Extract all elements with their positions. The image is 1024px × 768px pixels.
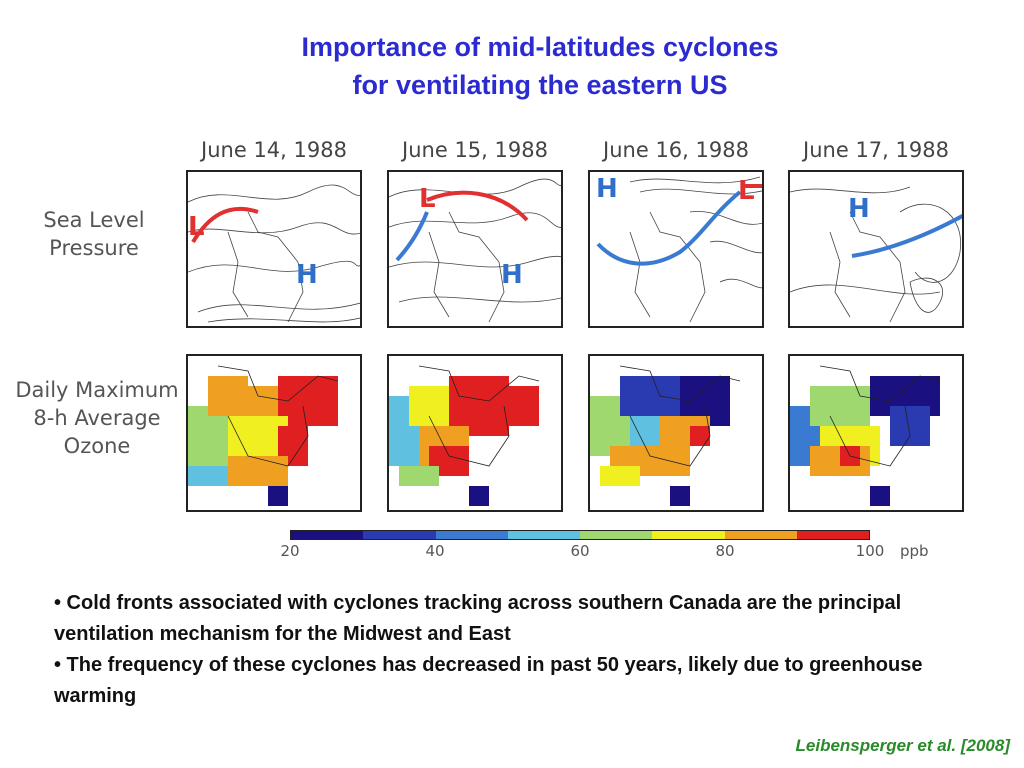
- colorbar-segment: [652, 531, 725, 539]
- ozone-grid: [188, 365, 339, 506]
- date-june-15: June 15, 1988: [402, 138, 548, 162]
- slp-map-june-15: L H: [387, 170, 563, 328]
- date-june-17: June 17, 1988: [803, 138, 949, 162]
- slp-contours: [188, 184, 360, 323]
- low-pressure-marker: L: [188, 212, 205, 242]
- row-label-slp: Sea Level Pressure: [43, 208, 145, 260]
- slp-contours: [389, 178, 561, 323]
- row-label-ozone: Daily Maximum 8-h Average Ozone: [15, 378, 179, 458]
- colorbar-segment: [363, 531, 436, 539]
- colorbar-segment: [435, 531, 508, 539]
- slp-map-june-16: H L: [588, 170, 764, 328]
- ozone-map-june-17: [788, 354, 964, 512]
- low-pressure-marker: L: [419, 184, 436, 214]
- colorbar-tick: 100: [855, 542, 885, 560]
- date-june-16: June 16, 1988: [603, 138, 749, 162]
- slp-map-june-17: H: [788, 170, 964, 328]
- colorbar-tick: 60: [570, 542, 590, 560]
- ozone-map-june-15: [387, 354, 563, 512]
- ozone-grid: [590, 365, 741, 506]
- low-pressure-marker: L: [738, 176, 755, 206]
- colorbar-tick: 20: [280, 542, 300, 560]
- bullet-item: • The frequency of these cyclones has de…: [54, 654, 923, 707]
- title-line-2: for ventilating the eastern US: [352, 70, 728, 100]
- ozone-map-june-14: [186, 354, 362, 512]
- bullet-list: • Cold fronts associated with cyclones t…: [54, 588, 994, 712]
- colorbar-unit: ppb: [900, 542, 929, 560]
- title-line-1: Importance of mid-latitudes cyclones: [301, 32, 779, 62]
- slp-contours: [596, 176, 762, 323]
- ozone-map-june-16: [588, 354, 764, 512]
- colorbar-segment: [291, 531, 364, 539]
- citation: Leibensperger et al. [2008]: [795, 736, 1010, 755]
- colorbar-segment: [724, 531, 797, 539]
- colorbar-tick: 80: [715, 542, 735, 560]
- ozone-colorbar: [290, 530, 870, 540]
- slp-map-june-14: L H: [186, 170, 362, 328]
- weather-ozone-figure: Sea Level Pressure Daily Maximum 8-h Ave…: [8, 132, 1008, 572]
- high-pressure-marker: H: [596, 174, 618, 204]
- ozone-grid: [389, 365, 540, 506]
- colorbar-segment: [580, 531, 653, 539]
- high-pressure-marker: H: [501, 260, 523, 290]
- slide-title: Importance of mid-latitudes cyclones for…: [180, 28, 900, 104]
- high-pressure-marker: H: [296, 260, 318, 290]
- colorbar-tick: 40: [425, 542, 445, 560]
- high-pressure-marker: H: [848, 194, 870, 224]
- bullet-item: • Cold fronts associated with cyclones t…: [54, 592, 902, 645]
- ozone-grid: [790, 365, 941, 506]
- slp-contours: [790, 186, 962, 323]
- colorbar-segment: [796, 531, 869, 539]
- colorbar-segment: [507, 531, 580, 539]
- date-june-14: June 14, 1988: [201, 138, 347, 162]
